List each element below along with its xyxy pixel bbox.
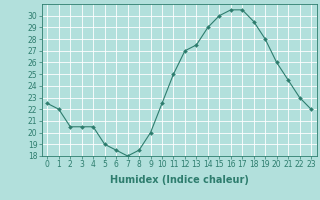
- X-axis label: Humidex (Indice chaleur): Humidex (Indice chaleur): [110, 175, 249, 185]
